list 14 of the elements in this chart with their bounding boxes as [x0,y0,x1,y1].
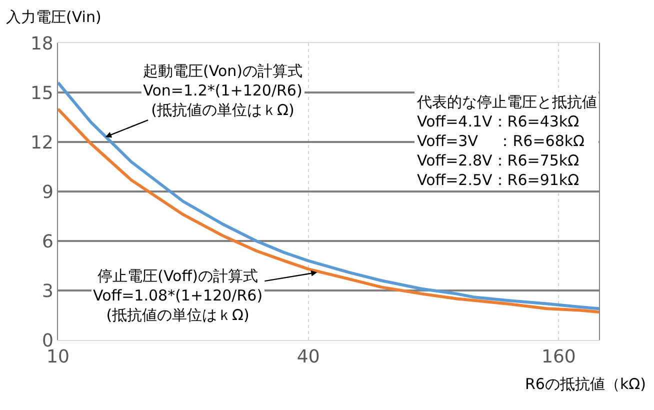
y-axis-title: 入力電圧(Vin) [6,8,102,26]
y-tick-label: 9 [42,182,54,203]
annotation: 停止電圧(Voff)の計算式 Voff=1.08*(1+120/R6) (抵抗値の単位はｋΩ) [93,267,263,324]
annotation: 代表的な停止電圧と抵抗値 Voff=4.1V：R6=43kΩ Voff=3V ：R6=68kΩ Voff=2.8V：R6=75kΩ Voff=2.5V：R6=91kΩ [416,93,597,189]
x-tick-label: 10 [46,346,70,368]
y-tick-label: 12 [30,132,54,154]
x-axis-title: R6の抵抗値（kΩ) [525,375,646,393]
y-tick-label: 6 [42,231,54,252]
x-tick-label: 40 [296,346,320,368]
y-tick-label: 3 [42,280,54,302]
x-tick-label: 160 [542,346,576,368]
annotation: 起動電圧(Von)の計算式 Von=1.2*(1+120/R6) (抵抗値の単位はｋΩ) [143,62,302,119]
y-tick-label: 15 [30,82,54,104]
y-tick-label: 18 [30,33,54,54]
